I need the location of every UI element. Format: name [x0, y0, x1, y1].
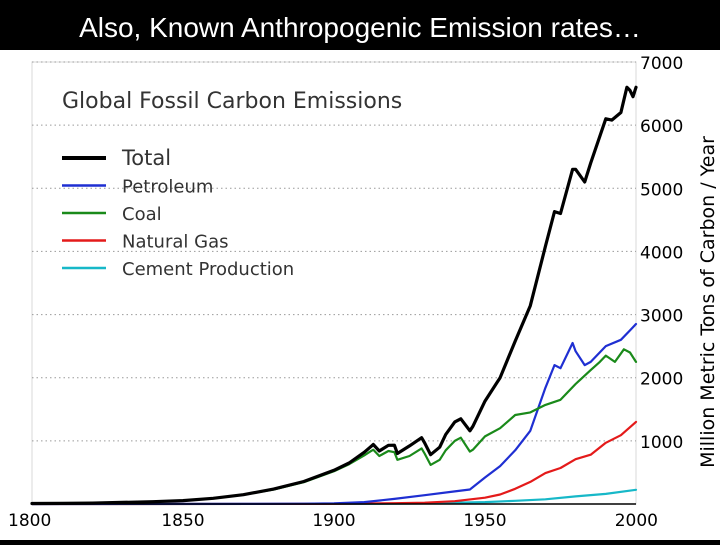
y-tick-label: 1000 — [640, 433, 683, 453]
series-lines — [30, 85, 638, 506]
y-tick-label: 2000 — [640, 370, 683, 390]
x-tick-label: 1950 — [463, 511, 506, 531]
legend-label-petroleum: Petroleum — [122, 177, 213, 198]
tick-labels: 1000 2000 3000 4000 5000 6000 7000 1800 1850 1900… — [8, 54, 683, 531]
legend-label-cement-production: Cement Production — [122, 259, 294, 280]
series-line-petroleum — [30, 322, 638, 506]
legend-label-total: Total — [121, 146, 171, 170]
x-tick-label: 1850 — [161, 511, 204, 531]
emissions-line-chart: 1000 2000 3000 4000 5000 6000 7000 1800 1850 1900… — [0, 50, 720, 540]
slide-title: Also, Known Anthropogenic Emission rates… — [79, 12, 641, 43]
legend-label-natural-gas: Natural Gas — [122, 232, 228, 253]
x-tick-label: 1800 — [8, 511, 51, 531]
legend-label-coal: Coal — [122, 204, 162, 225]
y-tick-label: 5000 — [640, 180, 683, 200]
series-line-total — [30, 85, 638, 506]
grid-lines — [32, 61, 636, 442]
chart-area: 1000 2000 3000 4000 5000 6000 7000 1800 1850 1900… — [0, 50, 720, 540]
y-axis-label: Million Metric Tons of Carbon / Year — [697, 136, 719, 468]
y-tick-label: 6000 — [640, 117, 683, 137]
x-tick-label: 2000 — [615, 511, 658, 531]
chart-title: Global Fossil Carbon Emissions — [62, 89, 402, 114]
y-tick-label: 7000 — [640, 54, 683, 74]
y-tick-label: 3000 — [640, 307, 683, 327]
y-tick-label: 4000 — [640, 243, 683, 263]
x-tick-label: 1900 — [312, 511, 355, 531]
legend: Total Petroleum Coal Natural Gas Cement Prod… — [62, 146, 294, 280]
